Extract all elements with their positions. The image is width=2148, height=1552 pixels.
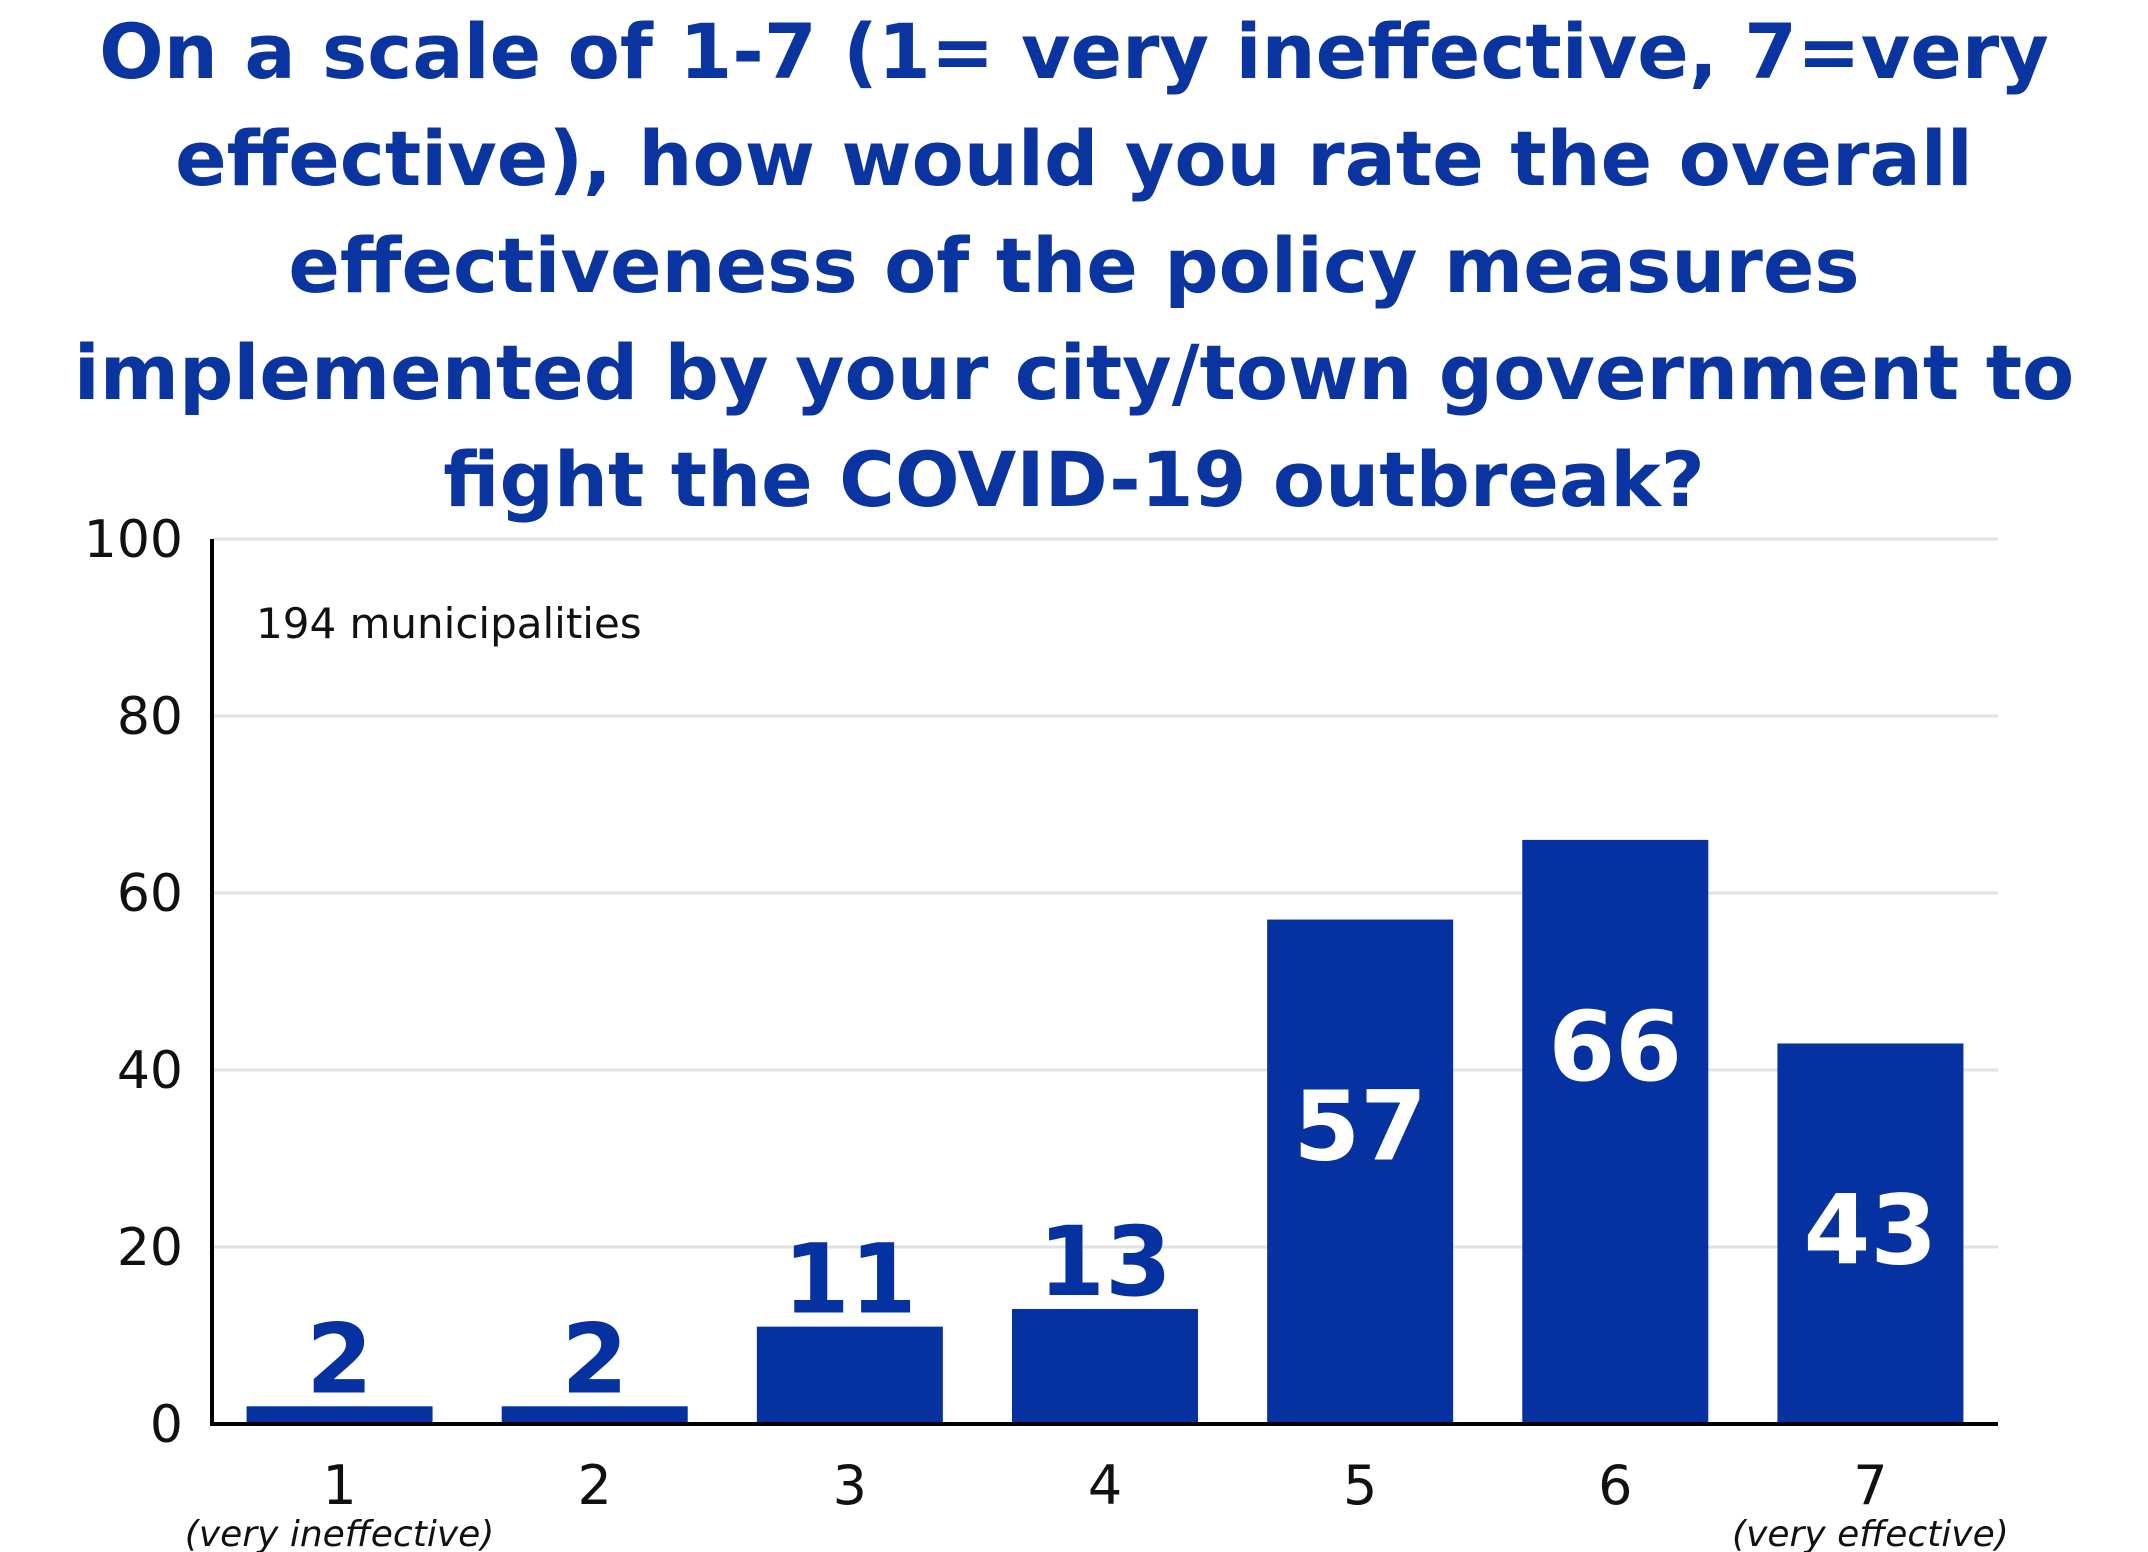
x-tick-sublabel: (very ineffective)	[185, 1514, 495, 1552]
bar	[756, 1326, 943, 1424]
data-label: 43	[1804, 1174, 1938, 1286]
data-labels: 2 2 11 13 57 66 43	[306, 991, 1937, 1415]
chart-title-line: effective), how would you rate the overa…	[175, 114, 1973, 203]
x-tick-sublabel: (very effective)	[1732, 1514, 2009, 1552]
x-tick-label: 4	[1088, 1454, 1122, 1517]
y-tick-label: 40	[117, 1041, 183, 1101]
data-label: 66	[1548, 991, 1682, 1103]
sample-size-note: 194 municipalities	[256, 599, 642, 648]
data-label: 11	[783, 1224, 917, 1336]
x-tick-label: 5	[1343, 1454, 1377, 1517]
data-label: 2	[561, 1303, 628, 1415]
data-label: 13	[1038, 1206, 1172, 1318]
y-tick-label: 100	[84, 510, 183, 570]
bar	[1777, 1043, 1964, 1424]
bar	[1522, 839, 1709, 1424]
y-axis-tick-labels: 0 20 40 60 80 100	[84, 510, 183, 1455]
x-axis-tick-labels: 1(very ineffective) 2 3 4 5 6 7(very effective…	[185, 1454, 2009, 1552]
bar	[1267, 919, 1454, 1424]
x-tick-label: 2	[578, 1454, 612, 1517]
chart-title-line: implemented by your city/town government…	[74, 328, 2075, 417]
data-label: 2	[306, 1303, 373, 1415]
chart-title-line: fight the COVID-19 outbreak?	[443, 435, 1705, 524]
y-tick-label: 20	[117, 1218, 183, 1278]
bars	[246, 839, 1964, 1424]
x-tick-label: 7	[1853, 1454, 1887, 1517]
chart-title: On a scale of 1-7 (1= very ineffective, …	[74, 7, 2075, 524]
bar	[501, 1406, 688, 1424]
y-tick-label: 60	[117, 864, 183, 924]
y-tick-label: 80	[117, 687, 183, 747]
y-tick-label: 0	[150, 1395, 183, 1455]
x-tick-label: 6	[1598, 1454, 1632, 1517]
data-label: 57	[1293, 1071, 1427, 1183]
chart-title-line: effectiveness of the policy measures	[288, 221, 1859, 310]
bar	[246, 1406, 433, 1424]
bar	[1012, 1308, 1198, 1424]
chart-title-line: On a scale of 1-7 (1= very ineffective, …	[99, 7, 2049, 96]
x-tick-label: 3	[833, 1454, 867, 1517]
axes	[210, 539, 1998, 1426]
x-tick-label: 1	[322, 1454, 356, 1517]
